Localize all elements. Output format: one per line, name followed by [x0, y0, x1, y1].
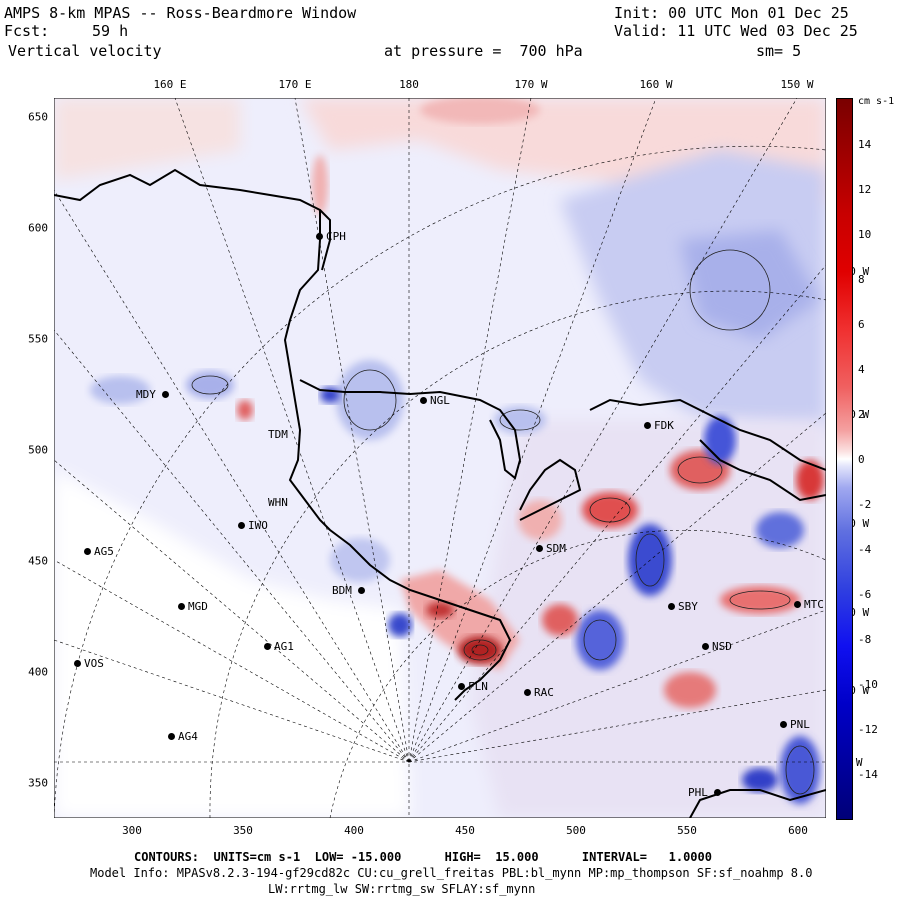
positive-region — [54, 98, 240, 180]
updraft-cell — [426, 602, 454, 618]
colorbar-tick: 8 — [858, 273, 865, 286]
updraft-cell — [312, 155, 328, 215]
colorbar-tick: 14 — [858, 138, 872, 151]
station-ag4[interactable]: AG4 — [168, 730, 198, 743]
station-fln[interactable]: FLN — [458, 680, 488, 693]
downdraft-cell — [336, 360, 404, 440]
lon-label-top: 150 W — [780, 78, 814, 91]
x-label-bottom: 500 — [566, 824, 586, 837]
station-bdm[interactable]: BDM — [332, 584, 365, 597]
station-ag5[interactable]: AG5 — [84, 545, 114, 558]
downdraft-cell — [756, 512, 804, 548]
colorbar-tick: -8 — [858, 633, 872, 646]
colorbar-tick: -14 — [858, 768, 878, 781]
y-label-left: 650 — [28, 110, 48, 124]
downdraft-cell — [494, 406, 546, 434]
station-ag1[interactable]: AG1 — [264, 640, 294, 653]
colorbar-tick: -10 — [858, 678, 878, 691]
station-nsd[interactable]: NSD — [702, 640, 732, 653]
downdraft-cell — [576, 610, 624, 670]
map-plot — [54, 98, 826, 818]
station-mgd[interactable]: MGD — [178, 600, 208, 613]
downdraft-cell — [388, 613, 412, 637]
colorbar-tick: 4 — [858, 363, 865, 376]
station-phl[interactable]: PHL — [688, 786, 721, 799]
colorbar-tick: 10 — [858, 228, 872, 241]
y-label-left: 500 — [28, 443, 48, 457]
station-sby[interactable]: SBY — [668, 600, 698, 613]
valid-time: Valid: 11 UTC Wed 03 Dec 25 — [614, 22, 858, 40]
updraft-cell — [518, 500, 562, 540]
lon-label-top: 170 W — [514, 78, 548, 91]
updraft-cell — [720, 586, 800, 614]
station-whn[interactable]: WHN — [268, 496, 288, 509]
updraft-cell — [542, 604, 578, 636]
x-label-bottom: 450 — [455, 824, 475, 837]
colorbar-tick: -2 — [858, 498, 872, 511]
x-label-bottom: 400 — [344, 824, 364, 837]
updraft-cell — [796, 460, 824, 500]
negative-region — [680, 230, 820, 340]
y-label-left: 450 — [28, 554, 48, 568]
station-mtc[interactable]: MTC — [794, 598, 824, 611]
x-label-bottom: 300 — [122, 824, 142, 837]
downdraft-cell — [704, 416, 736, 464]
forecast-label: Fcst: — [4, 22, 50, 40]
y-label-left: 550 — [28, 332, 48, 346]
station-pnl[interactable]: PNL — [780, 718, 810, 731]
colorbar — [836, 98, 853, 820]
y-label-left: 350 — [28, 776, 48, 790]
model-info-line2: LW:rrtmg_lw SW:rrtmg_sw SFLAY:sf_mynn — [268, 882, 536, 896]
colorbar-tick: -12 — [858, 723, 878, 736]
colorbar-tick: 2 — [858, 408, 865, 421]
field-name: Vertical velocity — [8, 42, 162, 60]
colorbar-tick: 6 — [858, 318, 865, 331]
colorbar-units: cm s-1 — [858, 96, 895, 107]
forecast-hour: 59 h — [92, 22, 129, 40]
x-label-bottom: 600 — [788, 824, 808, 837]
station-iwo[interactable]: IWO — [238, 519, 268, 532]
downdraft-cell — [330, 538, 390, 582]
coastline — [54, 168, 826, 818]
x-label-bottom: 550 — [677, 824, 697, 837]
contour-info: CONTOURS: UNITS=cm s-1 LOW= -15.000 HIGH… — [134, 850, 712, 864]
station-vos[interactable]: VOS — [74, 657, 104, 670]
init-time: Init: 00 UTC Mon 01 Dec 25 — [614, 4, 849, 22]
station-ngl[interactable]: NGL — [420, 394, 450, 407]
colorbar-tick: 12 — [858, 183, 872, 196]
station-tdm[interactable]: TDM — [268, 428, 288, 441]
colorbar-tick: 0 — [858, 453, 865, 466]
y-label-left: 600 — [28, 221, 48, 235]
colorbar-tick: -6 — [858, 588, 872, 601]
lon-label-top: 160 W — [639, 78, 673, 91]
station-cph[interactable]: CPH — [316, 230, 346, 243]
colorbar-tick: -4 — [858, 543, 872, 556]
lon-label-top: 170 E — [278, 78, 312, 91]
updraft-cell — [664, 672, 716, 708]
x-label-bottom: 350 — [233, 824, 253, 837]
station-rac[interactable]: RAC — [524, 686, 554, 699]
updraft-cell — [237, 400, 253, 420]
map-title: AMPS 8-km MPAS -- Ross-Beardmore Window — [4, 4, 357, 22]
station-mdy[interactable]: MDY — [136, 388, 169, 401]
smoothing-value: sm= 5 — [756, 42, 802, 60]
station-sdm[interactable]: SDM — [536, 542, 566, 555]
graticule — [54, 98, 826, 818]
y-label-left: 400 — [28, 665, 48, 679]
pressure-level: at pressure = 700 hPa — [384, 42, 583, 60]
updraft-cell — [420, 98, 540, 124]
mixed-region — [470, 420, 826, 818]
model-info: Model Info: MPASv8.2.3-194-gf29cd82c CU:… — [90, 866, 813, 880]
downdraft-cell — [90, 376, 150, 404]
lon-label-top: 160 E — [153, 78, 187, 91]
station-fdk[interactable]: FDK — [644, 419, 674, 432]
downdraft-cell — [742, 768, 778, 792]
calm-region — [54, 470, 410, 818]
lon-label-top: 180 — [399, 78, 419, 91]
